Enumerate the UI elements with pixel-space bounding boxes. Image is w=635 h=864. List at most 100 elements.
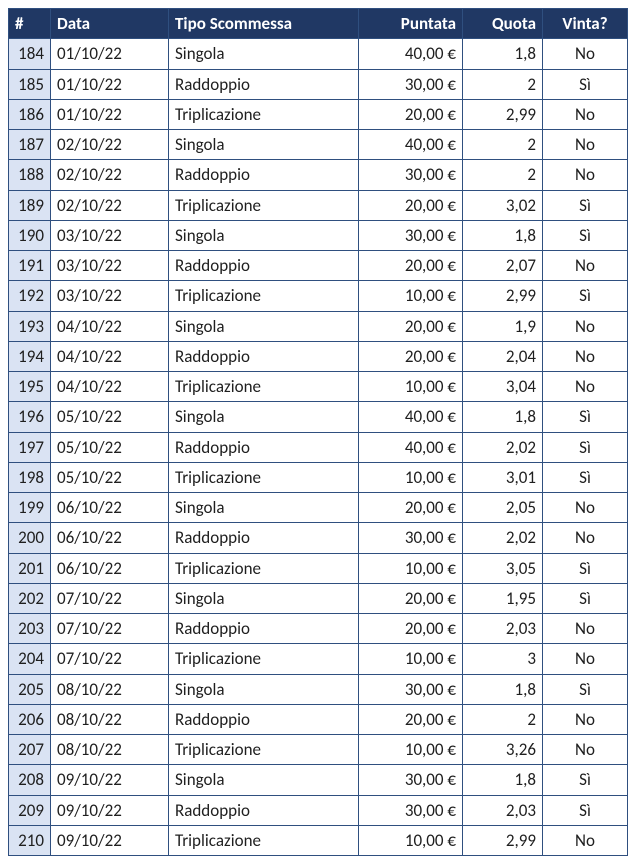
table-row: 20809/10/22Singola30,00 €1,8Sì bbox=[9, 765, 628, 795]
cell-quota: 2 bbox=[463, 704, 543, 734]
cell-data: 06/10/22 bbox=[51, 553, 169, 583]
cell-vinta: Sì bbox=[543, 69, 628, 99]
cell-vinta: Sì bbox=[543, 553, 628, 583]
cell-quota: 2,05 bbox=[463, 493, 543, 523]
cell-index: 199 bbox=[9, 493, 51, 523]
cell-puntata: 20,00 € bbox=[359, 251, 463, 281]
cell-vinta: No bbox=[543, 99, 628, 129]
table-row: 19504/10/22Triplicazione10,00 €3,04No bbox=[9, 372, 628, 402]
cell-quota: 2,02 bbox=[463, 432, 543, 462]
cell-tipo: Singola bbox=[169, 493, 359, 523]
cell-puntata: 20,00 € bbox=[359, 311, 463, 341]
table-row: 21009/10/22Triplicazione10,00 €2,99No bbox=[9, 825, 628, 855]
cell-vinta: Sì bbox=[543, 583, 628, 613]
cell-data: 04/10/22 bbox=[51, 341, 169, 371]
cell-vinta: No bbox=[543, 644, 628, 674]
cell-tipo: Singola bbox=[169, 583, 359, 613]
cell-puntata: 20,00 € bbox=[359, 583, 463, 613]
cell-puntata: 40,00 € bbox=[359, 130, 463, 160]
cell-tipo: Raddoppio bbox=[169, 614, 359, 644]
cell-puntata: 30,00 € bbox=[359, 795, 463, 825]
cell-index: 197 bbox=[9, 432, 51, 462]
cell-vinta: No bbox=[543, 160, 628, 190]
table-row: 20307/10/22Raddoppio20,00 €2,03No bbox=[9, 614, 628, 644]
cell-puntata: 30,00 € bbox=[359, 160, 463, 190]
cell-vinta: No bbox=[543, 735, 628, 765]
cell-quota: 1,8 bbox=[463, 39, 543, 69]
cell-quota: 3,02 bbox=[463, 190, 543, 220]
cell-index: 203 bbox=[9, 614, 51, 644]
cell-index: 208 bbox=[9, 765, 51, 795]
table-row: 18401/10/22Singola40,00 €1,8No bbox=[9, 39, 628, 69]
cell-quota: 2 bbox=[463, 69, 543, 99]
cell-data: 03/10/22 bbox=[51, 220, 169, 250]
cell-quota: 3,26 bbox=[463, 735, 543, 765]
cell-index: 189 bbox=[9, 190, 51, 220]
table-row: 19103/10/22Raddoppio20,00 €2,07No bbox=[9, 251, 628, 281]
cell-puntata: 10,00 € bbox=[359, 735, 463, 765]
cell-vinta: No bbox=[543, 311, 628, 341]
cell-quota: 2,04 bbox=[463, 341, 543, 371]
cell-vinta: No bbox=[543, 614, 628, 644]
cell-puntata: 40,00 € bbox=[359, 402, 463, 432]
cell-tipo: Singola bbox=[169, 311, 359, 341]
cell-index: 194 bbox=[9, 341, 51, 371]
cell-data: 08/10/22 bbox=[51, 735, 169, 765]
cell-vinta: No bbox=[543, 493, 628, 523]
cell-tipo: Triplicazione bbox=[169, 735, 359, 765]
cell-data: 07/10/22 bbox=[51, 644, 169, 674]
cell-tipo: Triplicazione bbox=[169, 372, 359, 402]
cell-puntata: 30,00 € bbox=[359, 69, 463, 99]
table-row: 19705/10/22Raddoppio40,00 €2,02Sì bbox=[9, 432, 628, 462]
cell-quota: 2,99 bbox=[463, 281, 543, 311]
cell-puntata: 40,00 € bbox=[359, 432, 463, 462]
cell-tipo: Triplicazione bbox=[169, 190, 359, 220]
cell-tipo: Raddoppio bbox=[169, 69, 359, 99]
cell-tipo: Triplicazione bbox=[169, 553, 359, 583]
cell-tipo: Raddoppio bbox=[169, 160, 359, 190]
cell-tipo: Singola bbox=[169, 765, 359, 795]
cell-data: 02/10/22 bbox=[51, 160, 169, 190]
col-header-quota: Quota bbox=[463, 9, 543, 39]
table-row: 20106/10/22Triplicazione10,00 €3,05Sì bbox=[9, 553, 628, 583]
cell-data: 08/10/22 bbox=[51, 674, 169, 704]
cell-quota: 1,8 bbox=[463, 402, 543, 432]
cell-data: 09/10/22 bbox=[51, 765, 169, 795]
col-header-data: Data bbox=[51, 9, 169, 39]
cell-puntata: 10,00 € bbox=[359, 462, 463, 492]
cell-index: 193 bbox=[9, 311, 51, 341]
cell-index: 210 bbox=[9, 825, 51, 855]
cell-tipo: Triplicazione bbox=[169, 462, 359, 492]
cell-index: 186 bbox=[9, 99, 51, 129]
col-header-tipo: Tipo Scommessa bbox=[169, 9, 359, 39]
cell-tipo: Raddoppio bbox=[169, 795, 359, 825]
cell-quota: 3 bbox=[463, 644, 543, 674]
cell-tipo: Singola bbox=[169, 130, 359, 160]
table-header: # Data Tipo Scommessa Puntata Quota Vint… bbox=[9, 9, 628, 39]
table-row: 18902/10/22Triplicazione20,00 €3,02Sì bbox=[9, 190, 628, 220]
cell-quota: 2 bbox=[463, 160, 543, 190]
cell-vinta: No bbox=[543, 523, 628, 553]
cell-puntata: 30,00 € bbox=[359, 220, 463, 250]
cell-vinta: Sì bbox=[543, 674, 628, 704]
cell-vinta: Sì bbox=[543, 432, 628, 462]
cell-tipo: Triplicazione bbox=[169, 99, 359, 129]
cell-quota: 2,03 bbox=[463, 614, 543, 644]
cell-puntata: 10,00 € bbox=[359, 553, 463, 583]
cell-quota: 1,9 bbox=[463, 311, 543, 341]
cell-data: 05/10/22 bbox=[51, 402, 169, 432]
table-row: 18601/10/22Triplicazione20,00 €2,99No bbox=[9, 99, 628, 129]
cell-data: 04/10/22 bbox=[51, 372, 169, 402]
cell-data: 02/10/22 bbox=[51, 190, 169, 220]
cell-tipo: Raddoppio bbox=[169, 251, 359, 281]
cell-index: 206 bbox=[9, 704, 51, 734]
col-header-index: # bbox=[9, 9, 51, 39]
cell-index: 202 bbox=[9, 583, 51, 613]
cell-data: 01/10/22 bbox=[51, 99, 169, 129]
table-row: 20006/10/22Raddoppio30,00 €2,02No bbox=[9, 523, 628, 553]
cell-data: 01/10/22 bbox=[51, 69, 169, 99]
table-row: 19805/10/22Triplicazione10,00 €3,01Sì bbox=[9, 462, 628, 492]
cell-index: 205 bbox=[9, 674, 51, 704]
cell-vinta: Sì bbox=[543, 402, 628, 432]
table-row: 18501/10/22Raddoppio30,00 €2Sì bbox=[9, 69, 628, 99]
